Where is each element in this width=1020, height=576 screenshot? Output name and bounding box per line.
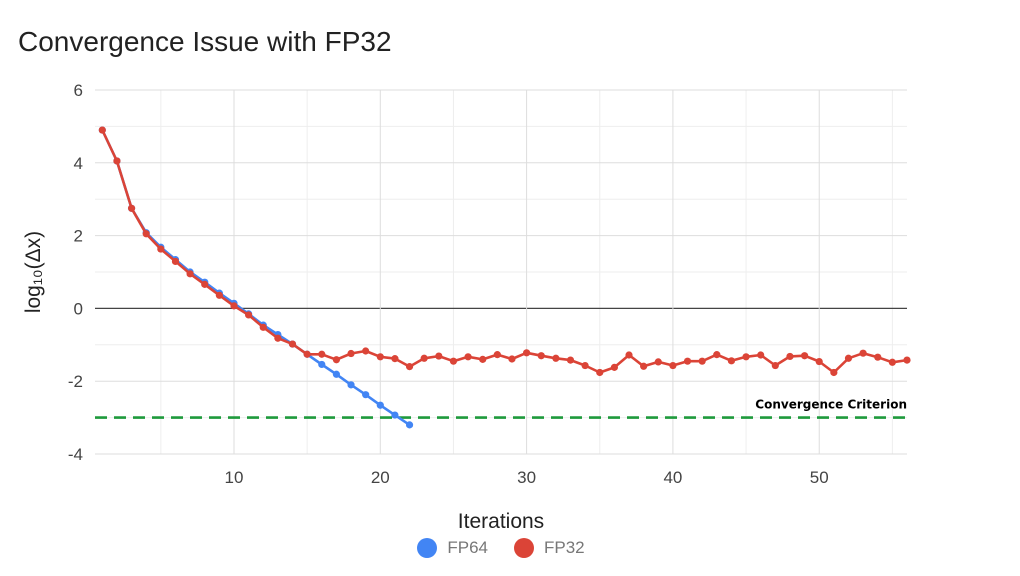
data-point-fp32 — [420, 354, 428, 362]
data-point-fp32 — [654, 358, 662, 366]
data-point-fp32 — [376, 353, 384, 361]
data-point-fp32 — [230, 302, 238, 310]
data-point-fp64 — [362, 391, 370, 399]
data-point-fp32 — [201, 280, 209, 288]
data-point-fp32 — [888, 358, 896, 366]
legend-swatch-fp64 — [417, 538, 438, 558]
data-point-fp32 — [493, 351, 501, 359]
data-point-fp32 — [625, 351, 633, 359]
data-point-fp32 — [523, 349, 531, 357]
data-point-fp32 — [640, 362, 648, 370]
data-point-fp32 — [815, 357, 823, 366]
data-point-fp32 — [464, 353, 472, 361]
data-point-fp32 — [405, 363, 414, 371]
data-point-fp32 — [757, 351, 765, 359]
y-tick-label: 2 — [74, 227, 83, 246]
data-point-fp32 — [771, 361, 779, 370]
data-point-fp32 — [844, 354, 853, 362]
series-line-fp32 — [101, 129, 908, 374]
series-fp32 — [98, 126, 911, 377]
data-point-fp32 — [552, 354, 560, 362]
data-point-fp32 — [581, 361, 589, 370]
data-point-fp32 — [713, 351, 721, 359]
data-point-fp32 — [786, 352, 794, 361]
data-point-fp32 — [479, 355, 487, 363]
tick-labels: -4 -2 0 2 4 6 10 20 30 40 50 — [68, 81, 829, 487]
series-line-fp64 — [101, 129, 411, 426]
data-point-fp32 — [508, 355, 516, 363]
data-point-fp64 — [318, 360, 326, 369]
data-point-fp32 — [800, 352, 809, 360]
data-point-fp32 — [318, 350, 326, 358]
data-point-fp32 — [874, 353, 882, 361]
x-tick-label: 50 — [810, 468, 829, 487]
data-point-fp32 — [157, 245, 165, 253]
data-point-fp64 — [347, 381, 355, 389]
data-point-fp64 — [405, 421, 414, 429]
legend-item-fp32[interactable]: FP32 — [514, 538, 585, 558]
y-tick-label: -4 — [68, 445, 83, 464]
x-tick-label: 30 — [517, 468, 536, 487]
data-point-fp32 — [288, 340, 297, 348]
data-point-fp32 — [596, 368, 604, 377]
data-point-fp32 — [903, 356, 911, 364]
data-point-fp32 — [566, 356, 575, 364]
series-fp64 — [98, 126, 414, 429]
data-point-fp32 — [332, 356, 341, 364]
y-axis-title: log₁₀(Δx) — [22, 231, 45, 313]
data-point-fp32 — [391, 355, 399, 363]
data-point-fp32 — [259, 323, 267, 331]
data-point-fp32 — [683, 357, 692, 365]
legend: FP64 FP32 — [0, 538, 1002, 558]
data-point-fp32 — [142, 230, 150, 238]
data-point-fp32 — [245, 311, 253, 319]
y-tick-label: 4 — [74, 154, 83, 173]
data-point-fp32 — [742, 353, 750, 361]
y-tick-label: 0 — [74, 299, 83, 318]
data-point-fp64 — [332, 370, 341, 378]
data-point-fp32 — [435, 352, 443, 360]
data-point-fp32 — [727, 357, 736, 365]
data-point-fp32 — [669, 361, 677, 370]
data-point-fp32 — [127, 204, 136, 212]
data-point-fp32 — [186, 270, 194, 278]
data-point-fp32 — [362, 347, 370, 355]
data-point-fp32 — [98, 126, 106, 134]
grid-lines — [95, 89, 907, 455]
data-point-fp32 — [274, 334, 282, 342]
legend-label-fp64: FP64 — [447, 538, 488, 557]
series-layer — [98, 126, 911, 429]
data-point-fp32 — [698, 357, 706, 365]
data-point-fp32 — [830, 368, 838, 377]
data-point-fp32 — [449, 357, 458, 365]
data-point-fp32 — [113, 157, 121, 165]
convergence-criterion-line: Convergence Criterion — [95, 398, 907, 419]
data-point-fp32 — [347, 349, 355, 358]
legend-label-fp32: FP32 — [544, 538, 585, 557]
x-axis-title: Iterations — [458, 510, 544, 533]
data-point-fp32 — [303, 350, 311, 358]
data-point-fp32 — [215, 291, 223, 299]
y-tick-label: -2 — [68, 372, 83, 391]
x-tick-label: 40 — [663, 468, 682, 487]
x-tick-label: 20 — [371, 468, 390, 487]
y-tick-label: 6 — [74, 81, 83, 100]
data-point-fp64 — [376, 401, 384, 409]
x-tick-label: 10 — [225, 468, 244, 487]
legend-swatch-fp32 — [514, 538, 534, 558]
legend-item-fp64[interactable]: FP64 — [417, 538, 488, 558]
data-point-fp32 — [537, 352, 545, 360]
data-point-fp64 — [391, 411, 399, 419]
data-point-fp32 — [171, 257, 180, 266]
convergence-criterion-label: Convergence Criterion — [755, 398, 907, 412]
chart-title: Convergence Issue with FP32 — [18, 26, 392, 57]
data-point-fp32 — [610, 363, 618, 371]
data-point-fp32 — [859, 349, 867, 357]
